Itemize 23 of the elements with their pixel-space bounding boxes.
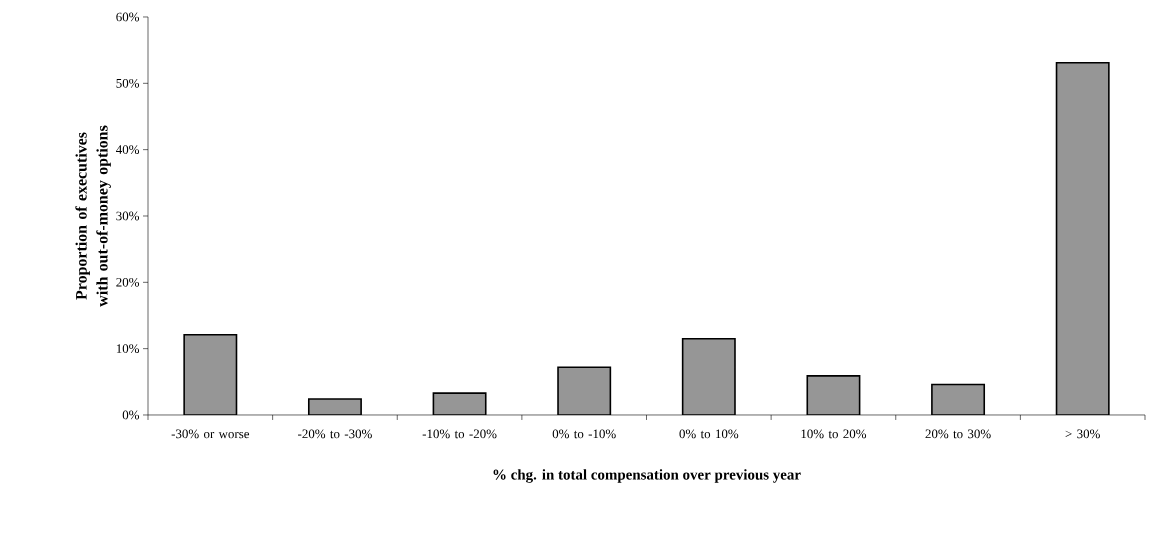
x-tick-label: 0% to 10% [679,429,739,439]
bar [931,383,986,415]
x-tick-label: 10% to 20% [801,429,867,439]
x-tick-label: 20% to 30% [925,429,991,439]
y-tick-label: 30% [116,211,140,221]
x-tick-label: 0% to -10% [552,429,616,439]
x-tick-label: > 30% [1065,429,1100,439]
y-tick-label: 10% [116,344,140,354]
y-tick-label: 40% [116,145,140,155]
bar [1055,61,1110,415]
bar [557,366,612,415]
bar [681,337,736,415]
bar [183,333,238,415]
y-tick-label: 0% [122,410,140,420]
x-tick-label: -10% to -20% [422,429,497,439]
x-axis-title: % chg. in total compensation over previous year [493,469,801,483]
y-tick-label: 20% [116,277,140,287]
bar [806,375,861,415]
y-axis-title: Proportion of executives with out-of-money options [75,125,111,307]
x-tick-label: -30% or worse [171,429,250,439]
y-tick-label: 50% [116,78,140,88]
x-tick-label: -20% to -30% [298,429,372,439]
y-tick-label: 60% [116,12,140,22]
